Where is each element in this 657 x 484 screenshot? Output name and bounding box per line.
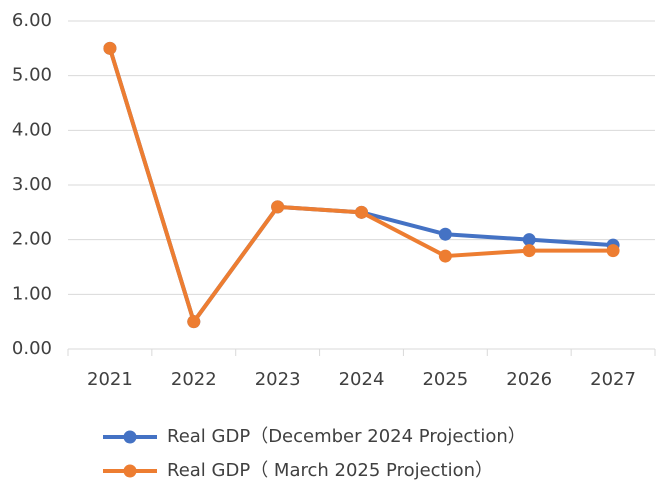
y-tick-label: 2.00 — [12, 229, 52, 250]
point — [355, 205, 368, 219]
y-tick-label: 0.00 — [12, 338, 52, 359]
legend-label: Real GDP（December 2024 Projection） — [167, 426, 526, 447]
x-tick-label: 2024 — [339, 369, 385, 390]
y-tick-label: 4.00 — [12, 119, 52, 140]
point — [438, 227, 452, 241]
x-tick-label: 2022 — [171, 369, 217, 390]
point — [522, 233, 536, 247]
point — [438, 249, 452, 263]
y-tick-label: 3.00 — [12, 174, 52, 195]
y-tick-label: 6.00 — [12, 10, 52, 31]
x-tick-label: 2027 — [590, 369, 636, 390]
x-tick-label: 2021 — [87, 369, 133, 390]
legend-label: Real GDP（ March 2025 Projection） — [167, 460, 493, 481]
point — [271, 200, 285, 214]
legend-marker — [123, 430, 137, 444]
x-tick-label: 2025 — [422, 369, 468, 390]
point — [522, 244, 536, 258]
legend-marker — [123, 464, 137, 478]
point — [606, 244, 620, 258]
x-tick-label: 2023 — [255, 369, 301, 390]
x-tick-label: 2026 — [506, 369, 552, 390]
y-tick-label: 1.00 — [12, 283, 52, 304]
point — [103, 41, 117, 55]
point — [187, 315, 201, 329]
y-tick-label: 5.00 — [12, 65, 52, 86]
